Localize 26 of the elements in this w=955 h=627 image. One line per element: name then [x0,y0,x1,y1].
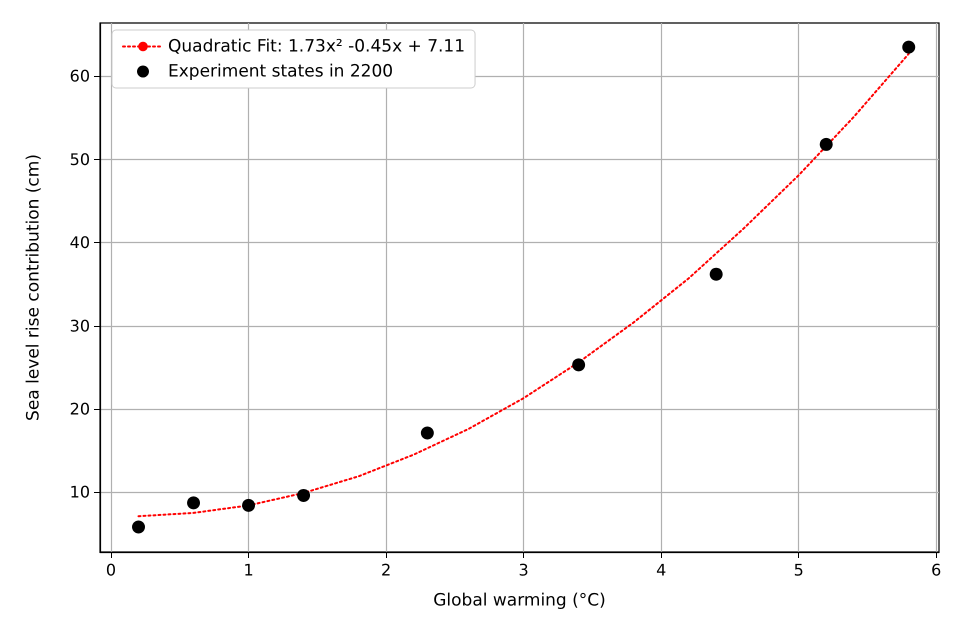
y-tick-label: 10 [70,482,90,502]
x-tick-label: 5 [794,560,804,580]
x-tick-label: 1 [243,560,254,580]
point [132,520,146,534]
legend-label: Experiment states in 2200 [168,62,394,82]
y-tick-label: 30 [70,316,90,336]
point [902,40,916,54]
point [420,426,434,440]
point [297,488,310,502]
point [710,268,723,281]
x-axis-title: Global warming (°C) [433,590,606,610]
x-tick-label: 2 [380,560,392,580]
y-tick-label: 20 [70,399,90,418]
x-tick-label: 6 [931,560,942,580]
point [820,138,833,151]
x-tick-label: 4 [656,560,666,580]
point [242,498,256,512]
point [187,496,200,510]
y-axis-title: Sea level rise contribution (cm) [24,154,44,421]
y-tick-label: 40 [70,233,90,252]
point [572,358,586,372]
y-tick-label: 60 [70,66,90,86]
x-tick-label: 3 [518,560,529,580]
x-tick-label: 0 [106,560,116,580]
y-tick-label: 50 [70,150,90,169]
legend-label: Quadratic Fit: 1.73x² -0.45x + 7.11 [168,36,466,56]
